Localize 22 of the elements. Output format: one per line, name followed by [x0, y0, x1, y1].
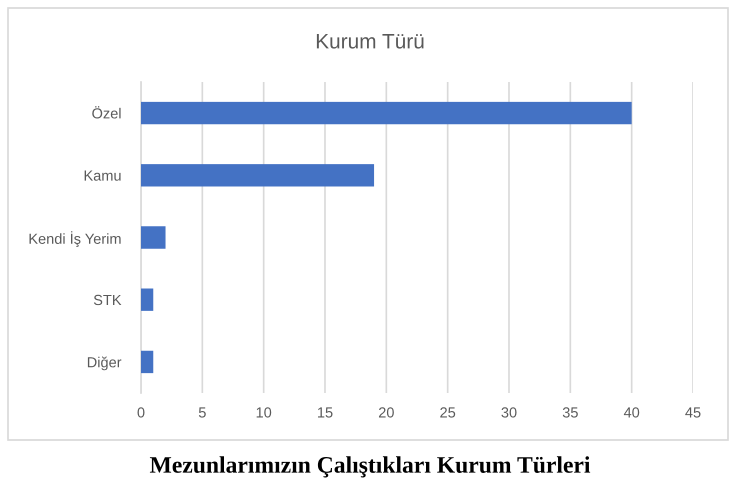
bar	[141, 226, 166, 249]
bar	[141, 102, 632, 124]
bar	[141, 164, 374, 186]
x-tick-label: 40	[624, 407, 640, 418]
x-tick-label: 10	[256, 407, 272, 418]
y-tick-label: Diğer	[88, 356, 122, 370]
y-tick-label: STK	[94, 294, 122, 306]
bar	[141, 288, 154, 311]
y-tick-label: Özel	[92, 106, 121, 119]
x-tick-label: 35	[562, 407, 578, 418]
x-tick-label: 5	[198, 407, 206, 418]
bar	[141, 350, 154, 374]
x-tick-label: 15	[318, 407, 332, 418]
text: Mezunlarımızın Çalıştıkları Kurum Türleri	[150, 456, 590, 478]
y-tick-label: Kendi İş Yerim	[30, 231, 121, 247]
x-tick-label: 45	[685, 407, 700, 418]
y-tick-label: Kamu	[84, 170, 121, 181]
x-tick-label: 20	[378, 407, 394, 418]
x-tick-label: 25	[440, 407, 456, 418]
chart-title: Kurum Türü	[316, 34, 424, 49]
x-tick-label: 0	[138, 407, 144, 418]
x-tick-label: 30	[501, 407, 517, 418]
